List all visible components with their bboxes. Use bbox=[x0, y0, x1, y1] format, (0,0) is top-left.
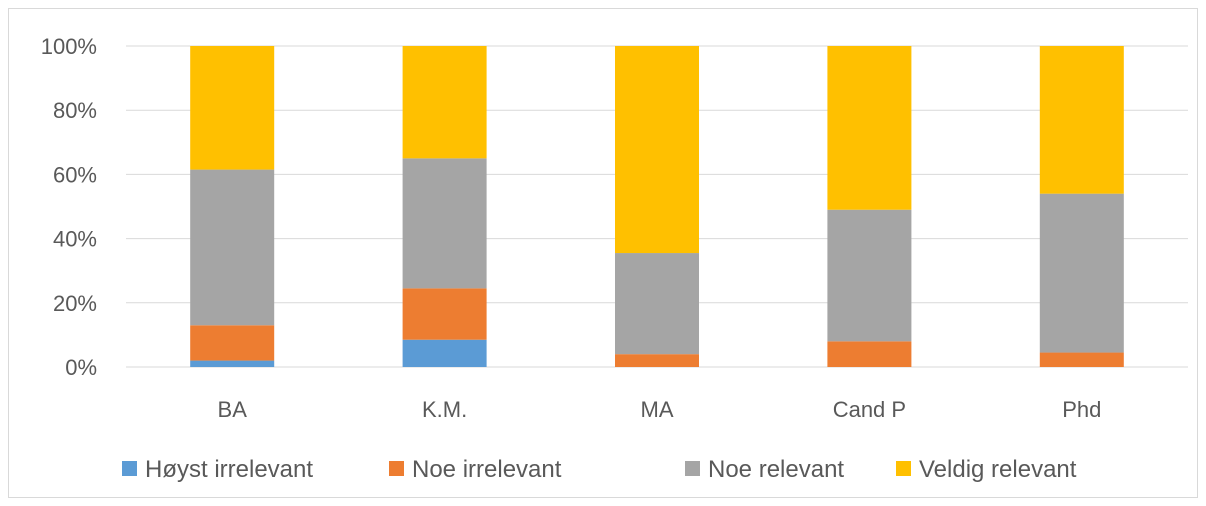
y-tick-label: 60% bbox=[53, 162, 97, 187]
bar-segment-k-m-høyst-irrelevant bbox=[402, 339, 487, 367]
y-axis-ticks: 0% 20% 40% 60% 80% 100% bbox=[41, 34, 97, 380]
bar-segment-phd-noe-irrelevant bbox=[1039, 352, 1124, 367]
x-category-label: Cand P bbox=[833, 397, 906, 422]
legend-label: Veldig relevant bbox=[919, 456, 1077, 483]
bar-segment-ba-noe-relevant bbox=[190, 169, 275, 326]
legend-swatch bbox=[896, 461, 911, 476]
x-axis-labels: BA K.M. MA Cand P Phd bbox=[218, 397, 1102, 422]
bar-segment-ma-veldig-relevant bbox=[615, 46, 699, 254]
x-category-label: K.M. bbox=[422, 397, 467, 422]
bar-segment-cand-p-veldig-relevant bbox=[827, 46, 912, 210]
bar-segment-cand-p-noe-irrelevant bbox=[827, 341, 912, 367]
legend-swatch bbox=[389, 461, 404, 476]
y-tick-label: 0% bbox=[65, 355, 97, 380]
legend: Høyst irrelevant Noe irrelevant Noe releva… bbox=[122, 456, 1077, 483]
y-tick-label: 100% bbox=[41, 34, 97, 59]
y-tick-label: 20% bbox=[53, 291, 97, 316]
y-tick-label: 80% bbox=[53, 98, 97, 123]
bar-segment-ba-høyst-irrelevant bbox=[190, 360, 275, 367]
legend-label: Noe relevant bbox=[708, 456, 844, 483]
bar-segment-k-m-veldig-relevant bbox=[402, 46, 487, 159]
bar-segment-phd-noe-relevant bbox=[1039, 193, 1124, 353]
bars bbox=[190, 46, 1124, 367]
legend-swatch bbox=[122, 461, 137, 476]
bar-segment-ba-veldig-relevant bbox=[190, 46, 275, 170]
x-category-label: Phd bbox=[1062, 397, 1101, 422]
bar-segment-cand-p-noe-relevant bbox=[827, 209, 912, 342]
bar-segment-k-m-noe-relevant bbox=[402, 158, 487, 289]
legend-swatch bbox=[685, 461, 700, 476]
bar-segment-ma-noe-relevant bbox=[615, 253, 699, 355]
legend-label: Høyst irrelevant bbox=[145, 456, 313, 483]
legend-label: Noe irrelevant bbox=[412, 456, 562, 483]
x-category-label: BA bbox=[218, 397, 248, 422]
y-tick-label: 40% bbox=[53, 227, 97, 252]
bar-segment-phd-veldig-relevant bbox=[1039, 46, 1124, 194]
bar-segment-ma-noe-irrelevant bbox=[615, 354, 699, 367]
bar-segment-ba-noe-irrelevant bbox=[190, 325, 275, 361]
bar-segment-k-m-noe-irrelevant bbox=[402, 288, 487, 340]
x-category-label: MA bbox=[641, 397, 674, 422]
